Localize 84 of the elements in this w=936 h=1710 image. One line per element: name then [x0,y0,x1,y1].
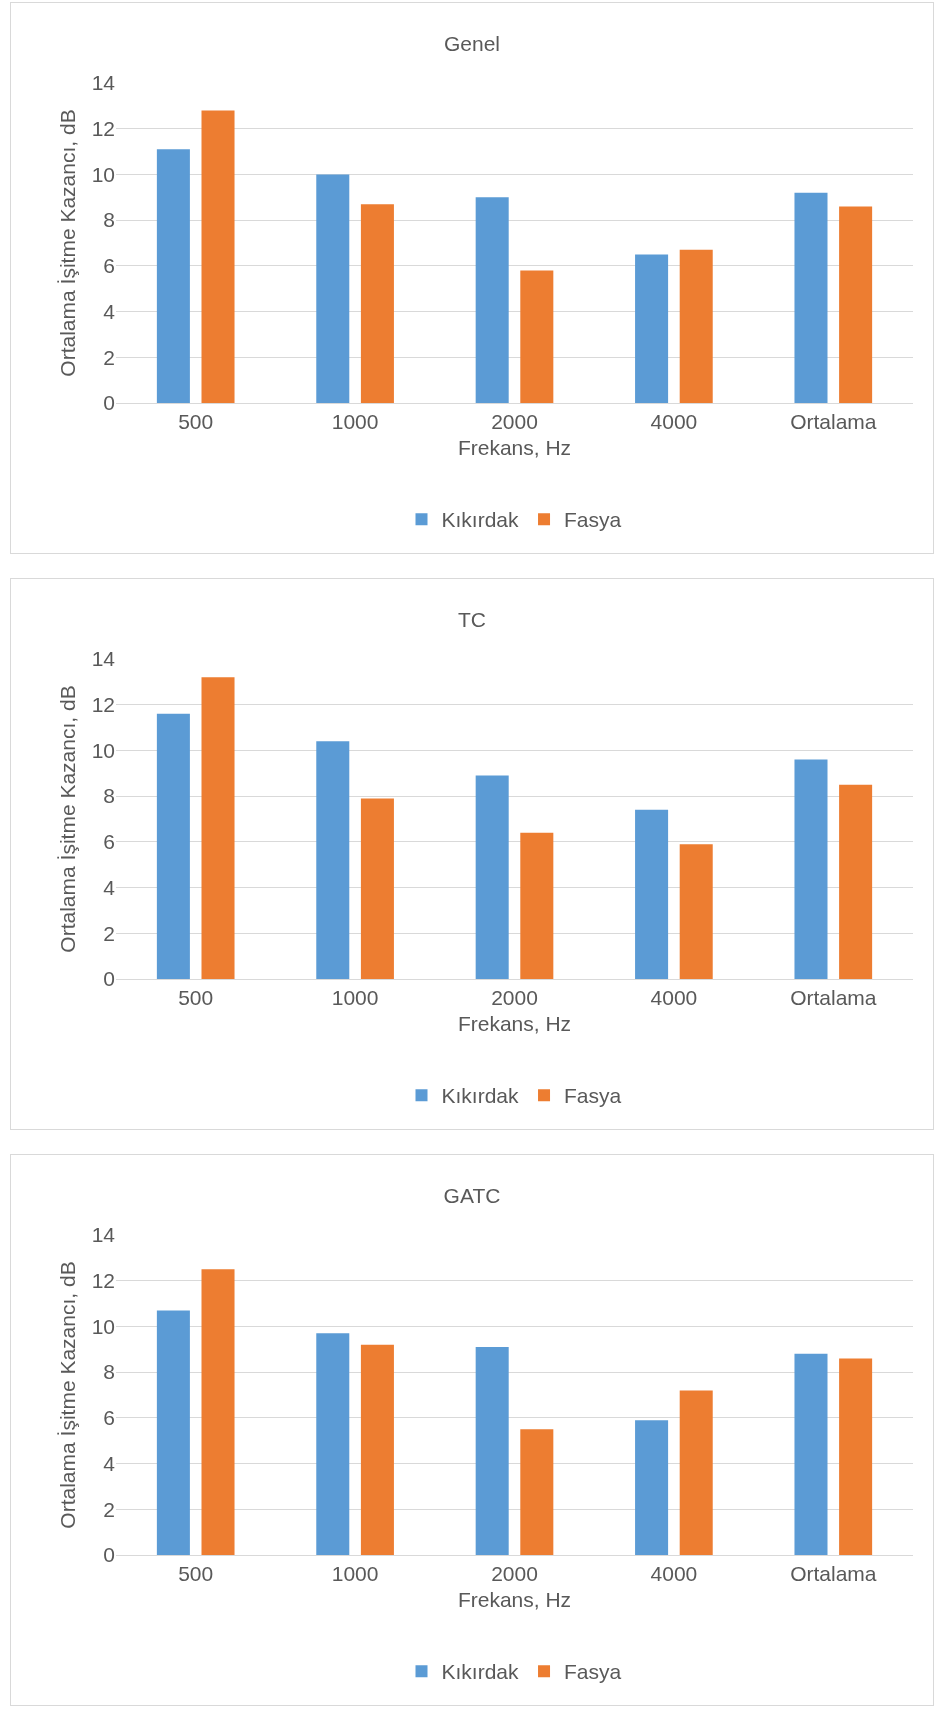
y-tick-label: 10 [91,162,115,186]
y-tick-label: 8 [103,1360,115,1384]
x-tick-label: 500 [178,410,214,434]
y-tick-label: 12 [91,117,115,141]
x-tick-label: 2000 [491,1562,538,1586]
bar [635,254,669,403]
x-tick-label: 4000 [650,1562,698,1586]
x-tick-label: 4000 [650,410,698,434]
y-tick-label: 12 [91,1269,115,1293]
y-tick-label: 0 [103,967,115,991]
y-tick-label: 6 [103,1406,115,1430]
bar [520,832,554,979]
bar [520,270,554,403]
y-tick-label: 8 [103,208,115,232]
y-tick-label: 4 [103,299,116,323]
x-tick-label: Ortalama [790,1562,877,1586]
y-tick-label: 0 [103,1543,115,1567]
legend-label: Kıkırdak [441,1660,520,1684]
y-tick-label: 6 [103,254,115,278]
x-axis-title: Frekans, Hz [457,1012,572,1036]
bar [475,197,509,403]
y-tick-label: 12 [91,693,115,717]
y-tick-label: 0 [103,391,115,415]
x-tick-label: 2000 [491,410,538,434]
y-tick-label: 2 [103,921,115,945]
bar [679,844,713,979]
bar [635,1420,669,1555]
bar [475,775,509,979]
y-tick-label: 4 [103,875,116,899]
y-axis-title: Ortalama İşitme Kazancı, dB [55,1261,79,1529]
bar [201,110,235,403]
bar [201,677,235,979]
x-tick-label: 1000 [331,410,379,434]
bar [794,192,828,403]
legend-label: Fasya [564,508,622,532]
bar [520,1429,554,1555]
bar [156,1310,190,1555]
bar [201,1269,235,1555]
chart-title: GATC [443,1183,501,1207]
bar [316,741,350,979]
y-tick-label: 14 [91,1223,116,1247]
bar [156,149,190,403]
bar [679,249,713,403]
x-tick-label: 500 [178,986,214,1010]
bar [316,174,350,403]
y-tick-label: 8 [103,784,115,808]
bar [360,798,394,979]
legend-label: Kıkırdak [441,1084,520,1108]
y-tick-label: 14 [91,647,116,671]
legend-label: Fasya [564,1660,622,1684]
bar [635,809,669,979]
bar [839,784,873,979]
x-tick-label: 500 [178,1562,214,1586]
x-tick-label: 1000 [331,986,379,1010]
bar [679,1390,713,1555]
bar [794,1353,828,1555]
x-tick-label: 4000 [650,986,698,1010]
y-axis-title: Ortalama İşitme Kazancı, dB [55,109,79,377]
x-tick-label: Ortalama [790,410,877,434]
y-tick-label: 2 [103,345,115,369]
y-tick-label: 10 [91,738,115,762]
y-tick-label: 2 [103,1497,115,1521]
x-tick-label: 1000 [331,1562,379,1586]
chart-title: Genel [443,31,501,55]
x-tick-label: 2000 [491,986,538,1010]
x-axis-title: Frekans, Hz [457,436,572,460]
bar [360,1344,394,1555]
legend-label: Fasya [564,1084,622,1108]
bar [475,1347,509,1555]
x-tick-label: Ortalama [790,986,877,1010]
bar [839,1358,873,1555]
y-tick-label: 4 [103,1451,116,1475]
y-axis-title: Ortalama İşitme Kazancı, dB [55,685,79,953]
y-tick-label: 10 [91,1314,115,1338]
bar [156,713,190,979]
x-axis-title: Frekans, Hz [457,1588,572,1612]
bar [794,759,828,979]
legend-label: Kıkırdak [441,508,520,532]
bar [839,206,873,403]
y-tick-label: 14 [91,71,116,95]
y-tick-label: 6 [103,830,115,854]
bar [316,1333,350,1555]
chart-title: TC [458,607,486,631]
bar [360,204,394,403]
